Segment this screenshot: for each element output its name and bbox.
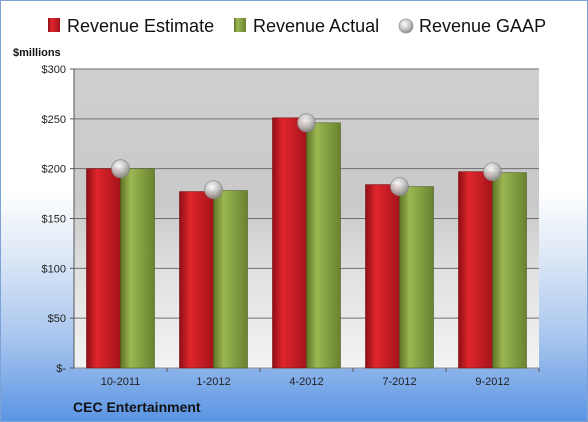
- marker-gaap: [111, 159, 130, 179]
- company-name: CEC Entertainment: [73, 399, 201, 415]
- bar-actual: [492, 172, 527, 369]
- y-tick-label: $250: [42, 114, 66, 126]
- y-tick-label: $50: [48, 313, 66, 325]
- marker-gaap: [204, 180, 223, 199]
- y-tick-label: $200: [42, 164, 66, 176]
- legend-swatch-estimate: [48, 18, 60, 32]
- x-axis-ticks: 10-2011 1-2012 4-2012 7-2012 9-2012: [101, 368, 540, 388]
- bar-actual: [399, 186, 434, 369]
- bars: [86, 117, 527, 369]
- bar-estimate: [272, 117, 307, 369]
- legend-swatch-actual: [234, 18, 246, 32]
- legend-marker-gaap: [398, 18, 414, 34]
- y-tick-label: $150: [42, 214, 66, 226]
- legend-label-gaap: Revenue GAAP: [419, 16, 546, 36]
- y-axis-unit-label: $millions: [13, 47, 61, 59]
- marker-gaap: [390, 177, 409, 197]
- marker-gaap: [297, 113, 316, 133]
- y-tick-label: $100: [42, 263, 66, 275]
- bar-actual: [120, 168, 155, 369]
- marker-gaap: [483, 162, 502, 182]
- bar-actual: [306, 122, 341, 369]
- bar-estimate: [458, 171, 493, 369]
- y-tick-label: $300: [42, 64, 66, 76]
- bar-estimate: [86, 168, 121, 369]
- x-tick-label: 7-2012: [382, 376, 416, 388]
- bar-estimate: [365, 184, 400, 369]
- gaap-markers: [111, 113, 502, 199]
- bar-estimate: [179, 191, 214, 369]
- legend: Revenue Estimate Revenue Actual Revenue …: [48, 16, 546, 36]
- x-tick-label: 1-2012: [196, 376, 230, 388]
- y-tick-label: $-: [56, 363, 66, 375]
- x-tick-label: 10-2011: [101, 376, 141, 388]
- x-tick-label: 9-2012: [475, 376, 509, 388]
- y-axis-ticks: $- $50 $100 $150 $200 $250 $300: [42, 64, 74, 375]
- legend-label-actual: Revenue Actual: [253, 16, 379, 36]
- legend-label-estimate: Revenue Estimate: [67, 16, 214, 36]
- x-tick-label: 4-2012: [289, 376, 323, 388]
- bar-actual: [213, 190, 248, 369]
